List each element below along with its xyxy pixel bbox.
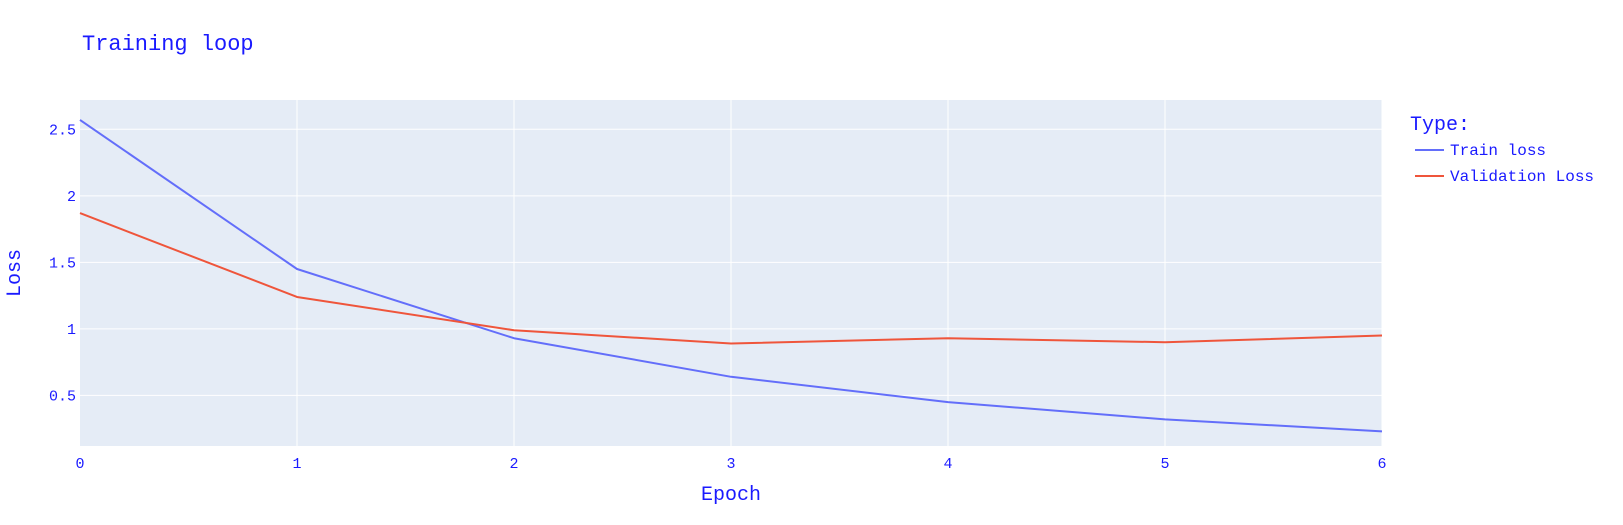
chart-title: Training loop — [82, 32, 254, 57]
legend-label: Validation Loss — [1450, 168, 1594, 186]
legend-items: Train loss Validation Loss — [1415, 142, 1594, 186]
y-tick-label: 1.5 — [49, 255, 76, 272]
series-line-1 — [79, 119, 1383, 433]
x-tick-label: 2 — [509, 456, 518, 473]
x-axis-ticks: 0 1 2 3 4 5 6 — [75, 456, 1386, 473]
y-tick-label: 2.5 — [49, 122, 76, 139]
legend: Type: Train loss Validation Loss — [1410, 114, 1594, 186]
y-axis-ticks: 0.5 1 1.5 2 2.5 — [49, 122, 76, 405]
x-tick-label: 6 — [1377, 456, 1386, 473]
x-tick-label: 4 — [943, 456, 952, 473]
series-lines — [79, 119, 1383, 433]
y-tick-label: 2 — [67, 189, 76, 206]
legend-title: Type: — [1410, 114, 1470, 137]
x-tick-label: 0 — [75, 456, 84, 473]
y-tick-label: 1 — [67, 322, 76, 339]
x-tick-label: 5 — [1160, 456, 1169, 473]
series-line-2 — [79, 212, 1383, 345]
x-tick-label: 1 — [292, 456, 301, 473]
y-axis-title: Loss — [4, 249, 27, 297]
x-axis-title: Epoch — [701, 484, 761, 507]
y-tick-label: 0.5 — [49, 388, 76, 405]
grid-lines — [80, 100, 1383, 446]
x-tick-label: 3 — [726, 456, 735, 473]
legend-label: Train loss — [1450, 142, 1546, 160]
